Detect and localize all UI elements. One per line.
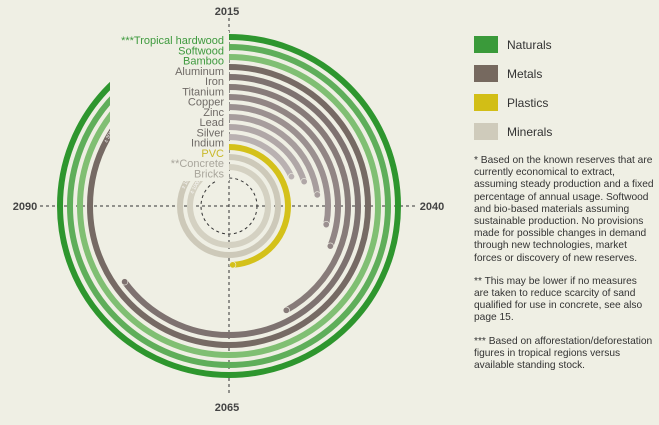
ring-titanium (226, 84, 351, 314)
ring-label-zinc: Zinc (203, 107, 224, 119)
footnotes: * Based on the known reserves that are c… (474, 155, 654, 383)
ring-aluminum (87, 64, 371, 348)
ring-iron (121, 74, 361, 338)
year-label-left: 2090 (13, 201, 37, 213)
ring-silver (226, 124, 308, 185)
legend-swatch-naturals (474, 36, 498, 53)
legend-label-metals: Metals (507, 66, 543, 81)
ring-zinc (226, 104, 331, 228)
ring-pvc (226, 144, 291, 268)
ring-label-copper: Copper (188, 97, 224, 109)
ring-label-indium: Indium (191, 138, 224, 150)
year-label-top: 2015 (215, 6, 239, 18)
ring-end-label-bricks: ± 1000 (189, 179, 202, 195)
ring-label-bricks: Bricks (194, 168, 224, 180)
legend-item-naturals: Naturals (474, 35, 552, 54)
ring-end-label-aluminum: ± 300 (103, 130, 115, 144)
label-background (110, 31, 229, 181)
legend-label-minerals: Minerals (507, 124, 553, 139)
footnote-concrete: ** This may be lower if no measures are … (474, 275, 643, 324)
ring-end-marker-titanium (282, 306, 290, 314)
ring-copper (226, 94, 341, 250)
legend-item-metals: Metals (474, 64, 552, 83)
legend-item-minerals: Minerals (474, 122, 552, 141)
ring-label-iron: Iron (205, 76, 224, 88)
ring-label-silver: Silver (196, 127, 224, 139)
ring-end-marker-iron (121, 278, 129, 286)
ring-end-marker-zinc (322, 221, 330, 229)
ring-label-aluminum: Aluminum (175, 66, 224, 78)
legend-label-plastics: Plastics (507, 95, 549, 110)
legend-swatch-metals (474, 65, 498, 82)
year-label-right: 2040 (420, 201, 444, 213)
center-circle (200, 177, 258, 235)
ring-indium (226, 134, 295, 180)
year-label-bottom: 2065 (215, 402, 239, 414)
ring-end-marker-copper (326, 242, 334, 250)
legend-label-naturals: Naturals (507, 37, 552, 52)
footnote-tropical-hardwood: *** Based on afforestation/deforestation… (474, 335, 653, 372)
ring-label-titanium: Titanium (182, 86, 224, 98)
legend-swatch-minerals (474, 123, 498, 140)
ring-bricks (187, 164, 271, 248)
legend: Naturals Metals Plastics Minerals (474, 35, 552, 151)
ring-end-marker-silver (300, 178, 308, 186)
legend-item-plastics: Plastics (474, 93, 552, 112)
ring-concrete (177, 154, 281, 258)
ring-label-concrete: **Concrete (171, 158, 224, 170)
ring-end-marker-lead (313, 191, 321, 199)
ring-label-tropical-hardwood: ***Tropical hardwood (121, 35, 224, 47)
ring-label-softwood: Softwood (178, 45, 224, 57)
ring-end-marker-indium (287, 173, 295, 181)
footnote-reserves: * Based on the known reserves that are c… (474, 155, 654, 264)
ring-lead (226, 114, 321, 198)
ring-labels: ***Tropical hardwoodSoftwoodBambooAlumin… (110, 31, 229, 181)
ring-label-lead: Lead (200, 117, 224, 129)
legend-swatch-plastics (474, 94, 498, 111)
ring-label-bamboo: Bamboo (183, 56, 224, 68)
ring-label-pvc: PVC (201, 148, 224, 160)
ring-end-marker-pvc (229, 261, 237, 269)
